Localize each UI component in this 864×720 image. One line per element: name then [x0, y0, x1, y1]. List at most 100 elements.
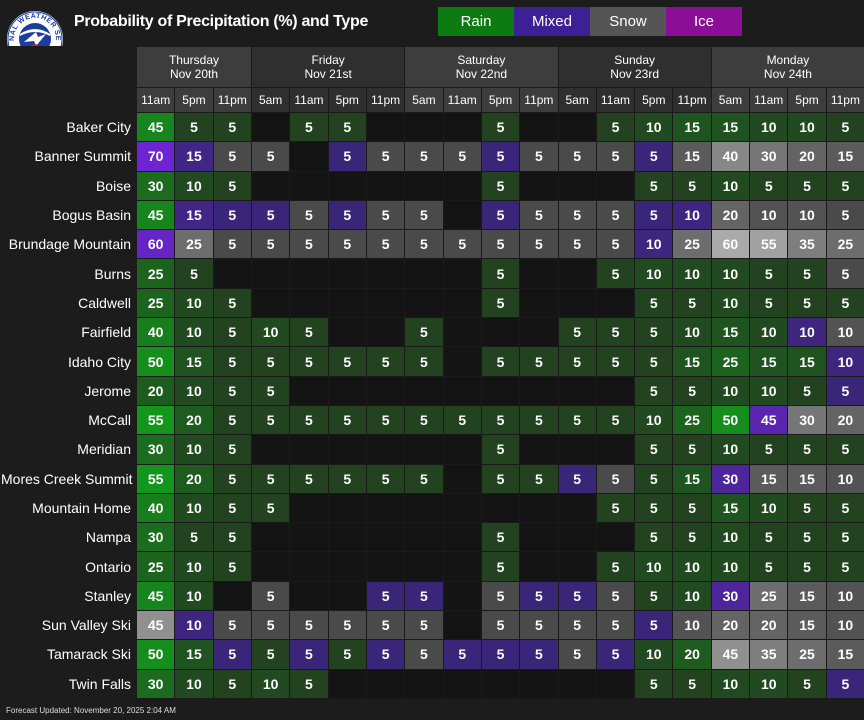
pop-value: 5 — [764, 177, 773, 194]
pop-cell: 5 — [672, 287, 712, 319]
pop-cell: 5 — [365, 580, 406, 612]
pop-cell: 5 — [327, 141, 367, 172]
day-date: Nov 24th — [763, 67, 812, 81]
pop-cell: 15 — [825, 639, 864, 670]
pop-cell: 5 — [519, 463, 559, 494]
pop-cell — [327, 317, 367, 348]
pop-cell: 30 — [135, 668, 176, 699]
pop-cell — [327, 287, 367, 319]
pop-cell: 15 — [672, 346, 712, 377]
pop-cell: 5 — [289, 463, 329, 494]
pop-value: 5 — [496, 353, 505, 370]
table-row: Idaho City 50 15 5 5 5 5 5 5 5 5 5 5 5 15 25 15 15 10 — [0, 346, 864, 377]
pop-cell — [480, 668, 521, 699]
pop-cell — [480, 492, 521, 524]
pop-cell: 5 — [365, 463, 406, 494]
pop-cell: 5 — [365, 346, 406, 377]
pop-value: 5 — [228, 119, 237, 136]
pop-cell: 45 — [710, 639, 751, 670]
pop-cell — [442, 170, 482, 201]
pop-cell — [595, 287, 636, 319]
pop-cell: 55 — [135, 463, 176, 494]
pop-cell — [365, 375, 406, 406]
pop-cell: 25 — [787, 639, 827, 670]
pop-cell: 5 — [595, 199, 636, 231]
pop-cell: 5 — [480, 111, 521, 143]
pop-value: 35 — [799, 236, 815, 253]
precip-type-legend: Rain Mixed Snow Ice — [438, 7, 742, 36]
pop-cell: 60 — [710, 229, 751, 260]
pop-cell: 10 — [174, 317, 214, 348]
pop-cell: 5 — [634, 463, 674, 494]
pop-value: 10 — [799, 207, 815, 224]
pop-value: 5 — [228, 324, 237, 341]
table-row: Sun Valley Ski 45 10 5 5 5 5 5 5 5 5 5 5 5 10 20 20 15 10 — [0, 610, 864, 641]
pop-cell: 10 — [174, 287, 214, 319]
pop-cell: 10 — [710, 551, 751, 582]
pop-cell: 5 — [557, 639, 597, 670]
pop-cell: 15 — [174, 141, 214, 172]
pop-value: 5 — [266, 412, 275, 429]
pop-cell: 5 — [250, 199, 291, 231]
pop-value: 5 — [228, 382, 237, 399]
pop-cell: 15 — [787, 610, 827, 641]
pop-cell — [250, 287, 291, 319]
pop-cell: 15 — [710, 492, 751, 524]
pop-cell: 5 — [595, 610, 636, 641]
pop-value: 5 — [228, 617, 237, 634]
pop-value: 30 — [147, 441, 164, 458]
pop-cell: 5 — [634, 287, 674, 319]
time-header: 5am — [250, 87, 291, 113]
pop-value: 5 — [649, 675, 658, 692]
pop-value: 15 — [760, 470, 777, 487]
table-row: Fairfield 40 10 5 10 5 5 5 5 5 10 15 10 10 10 — [0, 317, 864, 348]
pop-cell — [250, 258, 291, 289]
pop-value: 5 — [496, 441, 505, 458]
location-label: Idaho City — [0, 346, 137, 377]
pop-cell — [365, 317, 406, 348]
pop-value: 25 — [722, 353, 739, 370]
page-title: Probability of Precipitation (%) and Typ… — [74, 13, 369, 30]
pop-value: 5 — [611, 646, 620, 663]
pop-value: 10 — [837, 617, 854, 634]
pop-cell: 30 — [787, 404, 827, 436]
pop-value: 5 — [496, 177, 505, 194]
pop-value: 5 — [266, 353, 275, 370]
pop-value: 5 — [688, 675, 697, 692]
legend-item-snow: Snow — [590, 7, 666, 36]
day-date: Nov 21st — [304, 67, 352, 81]
pop-cell — [404, 258, 444, 289]
pop-value: 35 — [760, 646, 777, 663]
pop-cell — [519, 170, 559, 201]
pop-value: 45 — [147, 617, 164, 634]
pop-cell — [250, 522, 291, 553]
pop-value: 10 — [186, 294, 202, 311]
pop-value: 5 — [305, 617, 313, 634]
pop-cell: 30 — [135, 522, 176, 553]
pop-value: 5 — [420, 617, 428, 634]
pop-value: 5 — [611, 587, 620, 604]
pop-value: 5 — [688, 529, 697, 546]
pop-cell — [519, 551, 559, 582]
pop-value: 10 — [722, 441, 739, 458]
location-label: Bogus Basin — [0, 199, 137, 231]
pop-cell: 5 — [787, 522, 827, 553]
pop-cell — [250, 111, 291, 143]
pop-value: 5 — [420, 207, 428, 224]
pop-value: 5 — [381, 587, 390, 604]
pop-cell: 5 — [825, 287, 864, 319]
pop-value: 5 — [764, 558, 773, 575]
pop-cell — [480, 317, 521, 348]
pop-value: 5 — [381, 353, 390, 370]
pop-value: 25 — [760, 587, 777, 604]
pop-value: 5 — [266, 382, 275, 399]
pop-cell: 30 — [710, 463, 751, 494]
pop-cell: 10 — [710, 170, 751, 201]
pop-value: 5 — [841, 265, 850, 282]
pop-cell: 20 — [787, 141, 827, 172]
pop-cell: 20 — [135, 375, 176, 406]
time-header: 5am — [557, 87, 597, 113]
pop-cell — [442, 287, 482, 319]
pop-value: 50 — [147, 353, 164, 370]
location-label: Burns — [0, 258, 137, 289]
